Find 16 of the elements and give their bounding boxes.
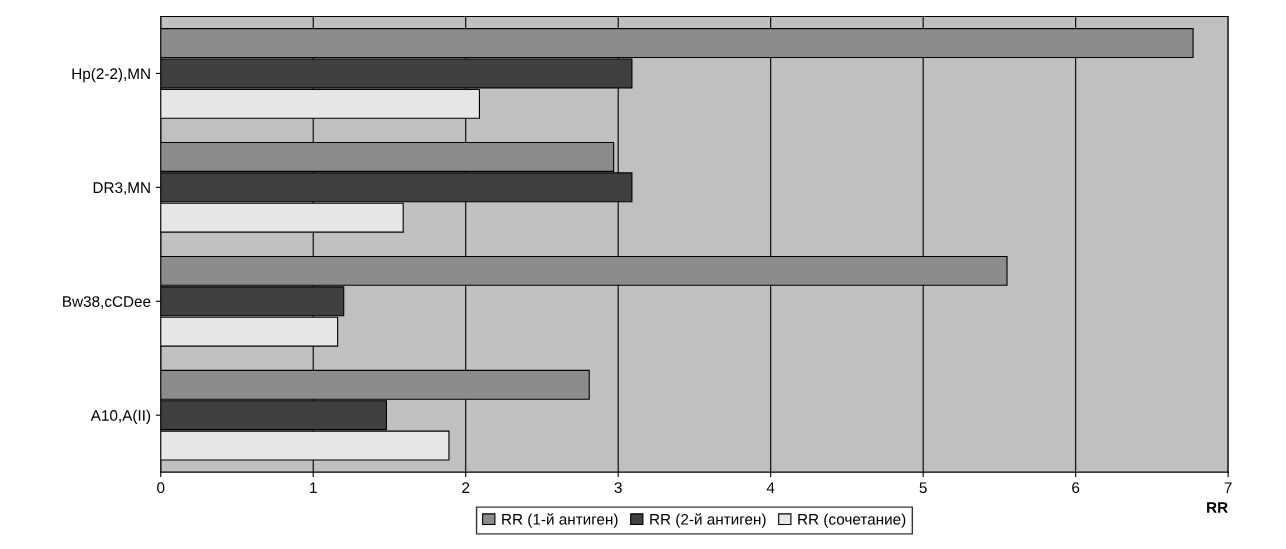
x-tick-label: 6	[1072, 482, 1080, 494]
x-axis-title: RR	[1207, 502, 1228, 513]
legend-label: RR (1-й антиген)	[502, 513, 618, 528]
legend-label: RR (2-й антиген)	[650, 513, 766, 528]
x-tick-label: 3	[614, 482, 622, 494]
x-tick-label: 0	[157, 482, 165, 494]
y-tick-label: A10,A(II)	[90, 409, 151, 424]
x-tick-label: 7	[1224, 482, 1232, 493]
legend-label: RR (сочетание)	[798, 513, 906, 528]
x-tick-label: 1	[310, 482, 317, 493]
y-tick-label: Bw38,cCDee	[63, 296, 151, 309]
x-tick-label: 4	[766, 482, 775, 493]
y-tick-label: DR3,MN	[93, 182, 150, 195]
x-tick-label: 5	[919, 482, 927, 494]
y-tick-label: Hp(2-2),MN	[72, 67, 150, 83]
x-tick-label: 2	[462, 482, 470, 493]
